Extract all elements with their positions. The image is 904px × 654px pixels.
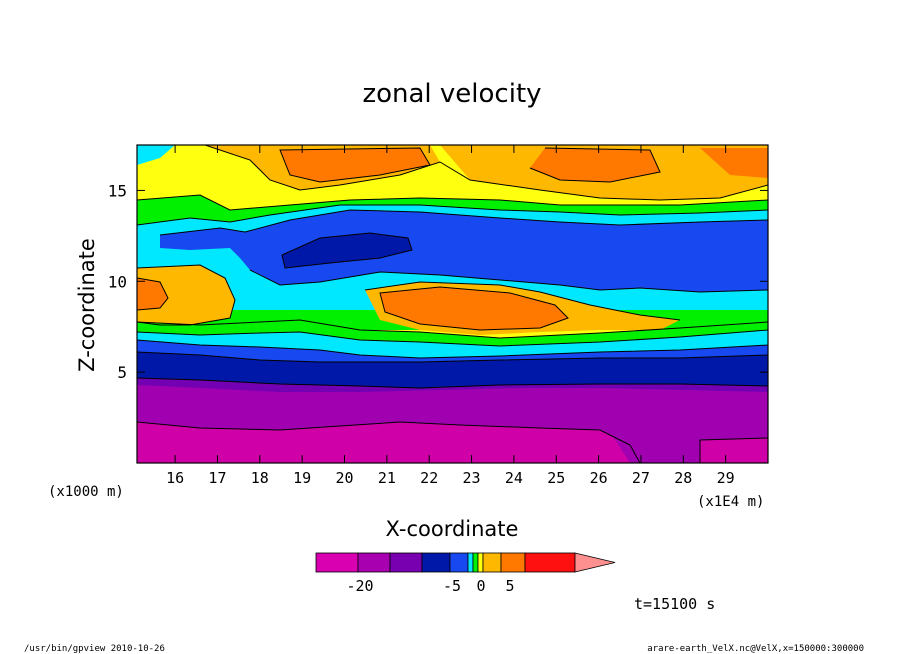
contour-line xyxy=(137,319,768,339)
band-magenta-lower-right xyxy=(700,438,768,463)
colorbar-segment xyxy=(421,552,451,573)
contour-line xyxy=(137,339,768,359)
plot-frame xyxy=(136,144,769,464)
contour-line xyxy=(137,377,768,389)
x-unit-right: (x1E4 m) xyxy=(697,494,764,510)
contour-line xyxy=(379,286,569,331)
colorbar-segment xyxy=(449,552,469,573)
band-darkorange-top-far-right xyxy=(700,148,768,178)
footer-right: arare-earth_VelX.nc@VelX,x=150000:300000 xyxy=(647,644,864,654)
colorbar-label: 5 xyxy=(505,577,514,595)
band-blue-upper xyxy=(160,210,768,292)
contour-line xyxy=(137,277,169,311)
colorbar xyxy=(315,552,616,573)
y-tick-label: 5 xyxy=(117,363,127,382)
colorbar-segment xyxy=(477,552,484,573)
contour-line xyxy=(137,264,236,326)
x-axis-ticks: 16 17 18 19 20 21 22 23 24 25 26 27 28 29 xyxy=(166,145,735,487)
colorbar-segment xyxy=(315,552,359,573)
contour-line xyxy=(137,421,641,463)
y-axis-ticks: 5 10 15 xyxy=(108,181,768,382)
colorbar-label: -20 xyxy=(346,577,373,595)
x-tick-label: 29 xyxy=(717,469,735,487)
x-tick-label: 23 xyxy=(463,469,481,487)
band-darkorange-top-right xyxy=(530,148,660,182)
contour-line xyxy=(137,329,768,347)
x-tick-label: 19 xyxy=(293,469,311,487)
contour-line xyxy=(279,147,431,183)
x-unit-left: (x1000 m) xyxy=(48,484,124,500)
band-cyan-corner xyxy=(137,145,175,165)
contour-plot-area xyxy=(137,145,768,463)
colorbar-segment xyxy=(482,552,502,573)
band-orange-mid-left xyxy=(137,265,235,325)
x-tick-label: 22 xyxy=(420,469,438,487)
x-tick-label: 20 xyxy=(335,469,353,487)
x-tick-label: 16 xyxy=(166,469,184,487)
y-tick-label: 15 xyxy=(108,181,127,200)
band-magenta xyxy=(137,422,640,463)
x-tick-label: 25 xyxy=(547,469,565,487)
contour-line xyxy=(364,281,681,321)
colorbar-segment xyxy=(524,552,576,573)
band-darkorange-mid-center xyxy=(380,287,568,330)
time-label: t=15100 s xyxy=(634,595,715,613)
footer-left: /usr/bin/gpview 2010-10-26 xyxy=(24,644,165,654)
x-tick-label: 27 xyxy=(632,469,650,487)
contour-line xyxy=(249,269,768,293)
contour-line xyxy=(137,351,768,363)
x-tick-label: 17 xyxy=(208,469,226,487)
colorbar-extend-arrow xyxy=(574,552,616,573)
x-tick-label: 24 xyxy=(505,469,523,487)
contour-line xyxy=(137,204,768,226)
band-darkorange-top-left xyxy=(280,148,430,182)
x-tick-label: 21 xyxy=(378,469,396,487)
colorbar-segment xyxy=(500,552,526,573)
y-axis-label: Z-coordinate xyxy=(75,238,99,372)
colorbar-tick-labels: -20 -5 0 5 xyxy=(346,577,514,595)
contour-line xyxy=(699,437,768,463)
band-darkblue-upper xyxy=(282,233,412,268)
x-axis-label: X-coordinate xyxy=(386,517,519,541)
contour-line xyxy=(137,194,768,211)
chart-title: zonal velocity xyxy=(362,79,541,109)
x-tick-label: 18 xyxy=(251,469,269,487)
contour-line xyxy=(159,209,768,236)
colorbar-label: 0 xyxy=(476,577,485,595)
colorbar-segment xyxy=(472,552,479,573)
x-tick-label: 28 xyxy=(674,469,692,487)
contour-line xyxy=(281,232,413,269)
band-darkorange-mid-left xyxy=(137,278,168,310)
x-tick-label: 26 xyxy=(590,469,608,487)
contour-line xyxy=(529,147,661,183)
band-purple-lower-right xyxy=(610,432,700,463)
colorbar-label: -5 xyxy=(443,577,461,595)
colorbar-segment xyxy=(467,552,474,573)
contour-line xyxy=(204,145,768,201)
contour-lines xyxy=(137,145,768,463)
y-tick-label: 10 xyxy=(108,272,127,291)
colorbar-segment xyxy=(389,552,423,573)
colorbar-segment xyxy=(357,552,391,573)
